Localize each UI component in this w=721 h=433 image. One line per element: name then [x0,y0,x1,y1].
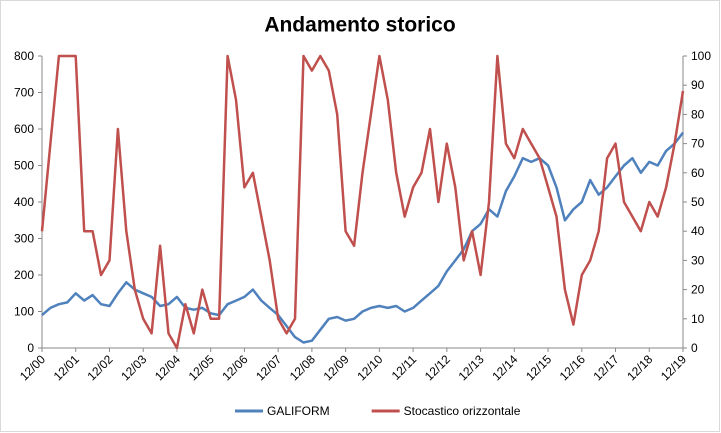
y2-tick-label: 10 [691,312,705,326]
y2-tick-label: 60 [691,166,705,180]
y2-tick-label: 100 [691,49,711,63]
series-line [41,131,684,344]
y-tick-label: 500 [14,159,34,173]
chart-title: Andamento storico [264,14,455,37]
y2-tick-label: 0 [691,341,698,355]
y2-tick-label: 90 [691,78,705,92]
y-tick-label: 200 [14,268,34,282]
y-tick-label: 600 [14,122,34,136]
series-line [40,54,685,350]
y-tick-label: 100 [14,305,34,319]
y2-tick-label: 20 [691,283,705,297]
y-tick-label: 700 [14,86,34,100]
y-tick-label: 0 [27,341,34,355]
y2-tick-label: 80 [691,107,705,121]
y2-tick-label: 50 [691,195,705,209]
y2-tick-label: 30 [691,253,705,267]
legend-label: Stocastico orizzontale [404,404,521,418]
y2-tick-label: 70 [691,137,705,151]
legend-label: GALIFORM [267,404,330,418]
y-tick-label: 800 [14,49,34,63]
y-tick-label: 300 [14,232,34,246]
y2-tick-label: 40 [691,224,705,238]
y-tick-label: 400 [14,195,34,209]
